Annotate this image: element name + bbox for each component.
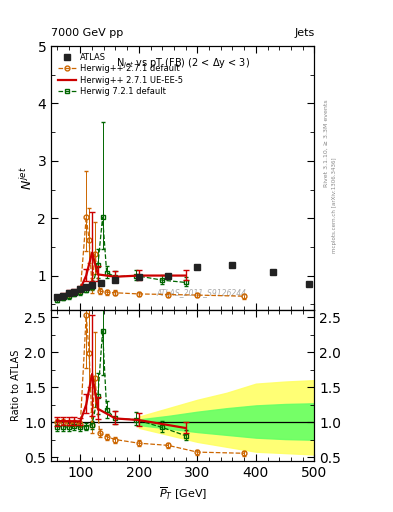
Y-axis label: $N^{jet}$: $N^{jet}$ [19, 166, 35, 190]
Text: mcplots.cern.ch [arXiv:1306.3436]: mcplots.cern.ch [arXiv:1306.3436] [332, 157, 337, 252]
Text: Rivet 3.1.10, ≥ 3.3M events: Rivet 3.1.10, ≥ 3.3M events [324, 99, 329, 187]
Text: N$_{jet}$ vs pT (FB) (2 < $\Delta$y < 3): N$_{jet}$ vs pT (FB) (2 < $\Delta$y < 3) [116, 57, 250, 71]
Text: 7000 GeV pp: 7000 GeV pp [51, 28, 123, 38]
Text: ATLAS_2011_S9126244: ATLAS_2011_S9126244 [156, 288, 246, 297]
Text: Jets: Jets [294, 28, 314, 38]
X-axis label: $\overline{P}_T$ [GeV]: $\overline{P}_T$ [GeV] [159, 485, 207, 502]
Y-axis label: Ratio to ATLAS: Ratio to ATLAS [11, 350, 22, 421]
Legend: ATLAS, Herwig++ 2.7.1 default, Herwig++ 2.7.1 UE-EE-5, Herwig 7.2.1 default: ATLAS, Herwig++ 2.7.1 default, Herwig++ … [55, 50, 186, 99]
